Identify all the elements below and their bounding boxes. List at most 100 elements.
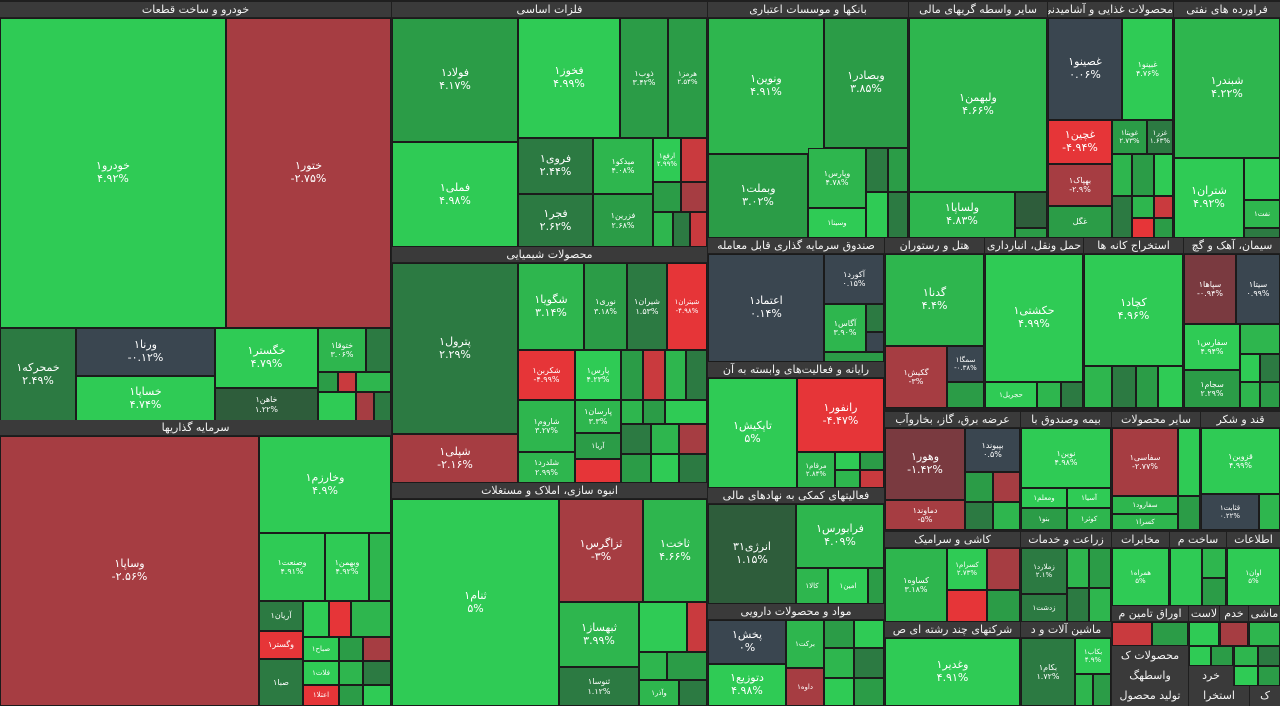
tile-alaat1[interactable]: اوان۱ ۵% bbox=[1227, 548, 1280, 606]
tile-khegostar1[interactable]: خگستر۱ ۴.۷۹% bbox=[215, 328, 318, 388]
sector-title[interactable]: اوراق تامین م bbox=[1112, 606, 1188, 621]
tile-ghaza-s6[interactable] bbox=[1154, 196, 1173, 218]
sector-title[interactable]: سایر واسطه گریهای مالی bbox=[909, 2, 1047, 17]
tile-damavand1[interactable]: دماوند۱ -۵% bbox=[885, 500, 965, 530]
tile-sarmaye-s5[interactable] bbox=[339, 637, 363, 661]
tile-vahoor1[interactable]: وهور۱ -۱.۴۲% bbox=[885, 428, 965, 500]
tile-hotel-s1[interactable] bbox=[947, 382, 984, 408]
tile-shebandar1[interactable]: شبندر۱ ۴.۲۲% bbox=[1174, 18, 1280, 158]
tile-ghazvin1[interactable]: قزوین۱ ۴.۹۹% bbox=[1201, 428, 1280, 494]
tile-khetooga1[interactable]: ختوقا۱ ۳.۰۶% bbox=[318, 328, 366, 372]
tile-semga1[interactable]: سمگا۱ -۰.۳۸% bbox=[947, 346, 984, 382]
sector-title[interactable]: ساخت م bbox=[1170, 532, 1226, 547]
tile-tapkish1[interactable]: تاپکیش۱ ۵% bbox=[708, 378, 797, 488]
tile-ghasabet1[interactable]: قثابت۱ ۰.۲۲% bbox=[1201, 494, 1259, 530]
tile-amin1[interactable]: امین۱ bbox=[828, 568, 868, 604]
tile-shimi-s2[interactable] bbox=[643, 350, 665, 400]
tile-sarmaye-s7[interactable] bbox=[339, 661, 363, 685]
tile-siman-s4[interactable] bbox=[1240, 382, 1260, 408]
tile-khodro-s2[interactable] bbox=[338, 372, 356, 392]
tile-vebmellat1[interactable]: وبملت۱ ۳.۰۲% bbox=[708, 154, 808, 238]
tile-arfa1[interactable]: ارفع۱ ۲.۹۹% bbox=[653, 138, 681, 182]
tile-zob1[interactable]: ذوب۱ ۳.۴۲% bbox=[620, 18, 668, 138]
sector-title[interactable]: فعالیتهای کمکی به نهادهای مالی bbox=[708, 488, 884, 503]
tile-vegostar1[interactable]: وگستر۱ bbox=[259, 631, 303, 659]
tile-sheldard1[interactable]: شلدرد۱ ۲.۹۹% bbox=[518, 452, 575, 483]
tile-fakhooz1[interactable]: فخوز۱ ۴.۹۹% bbox=[518, 18, 620, 138]
tile-gadna1[interactable]: گدنا۱ ۴.۴% bbox=[885, 254, 984, 346]
tile-kashi-s1[interactable] bbox=[987, 548, 1020, 590]
tile-anbooh-s3[interactable] bbox=[639, 652, 667, 680]
sector-title[interactable]: محصولات ک bbox=[1112, 646, 1188, 666]
tile-bank-s1[interactable] bbox=[866, 148, 888, 192]
tile-siman-s1[interactable] bbox=[1240, 324, 1280, 354]
tile-ghazar1[interactable]: غزر۱ ۱.۶۳% bbox=[1147, 120, 1173, 154]
tile-mashin-s1[interactable] bbox=[1075, 674, 1093, 706]
tile-bano1[interactable]: بنو۱ bbox=[1021, 508, 1067, 530]
tile-bekam1[interactable]: بکام۱ ۱.۷۲% bbox=[1021, 638, 1075, 706]
tile-bank-s4[interactable] bbox=[888, 192, 908, 238]
tile-shimi-s7[interactable] bbox=[643, 400, 665, 424]
tile-sarmaye-s6[interactable] bbox=[363, 637, 391, 661]
tile-mashin-s2[interactable] bbox=[1093, 674, 1111, 706]
tile-sandogh-s2[interactable] bbox=[866, 332, 884, 352]
tile-bank-s3[interactable] bbox=[866, 192, 888, 238]
sector-title[interactable]: فراورده های نفتی bbox=[1174, 2, 1280, 17]
tile-rayane-s1[interactable] bbox=[835, 452, 860, 470]
tile-haml-s2[interactable] bbox=[1061, 382, 1083, 408]
sector-title[interactable]: فلزات اساسی bbox=[392, 2, 707, 17]
tile-rayane-s3[interactable] bbox=[835, 470, 860, 488]
tile-fela1[interactable]: فلات۱ bbox=[303, 661, 339, 685]
tile-sebahsaz1[interactable]: ثبهساز۱ ۳.۹۹% bbox=[559, 602, 639, 667]
tile-shekarbon1[interactable]: شکربن۱ -۴.۹۹% bbox=[518, 350, 575, 400]
sector-title[interactable]: سرمایه گذاریها bbox=[0, 420, 391, 435]
tile-sabah1[interactable]: صباح۱ bbox=[303, 637, 339, 661]
tile-vesina1[interactable]: وسینا۱ bbox=[808, 208, 866, 238]
tile-sayer-s1[interactable] bbox=[1178, 428, 1200, 496]
sector-title[interactable]: ماشین آلات و د bbox=[1021, 622, 1111, 637]
tile-faravi1[interactable]: فروی۱ ۲.۴۴% bbox=[518, 138, 593, 194]
tile-khodro-s4[interactable] bbox=[318, 392, 356, 421]
sector-title[interactable]: سیمان، آهک و گچ bbox=[1184, 238, 1280, 253]
tile-hamrah1[interactable]: همراه۱ ۵% bbox=[1112, 548, 1169, 606]
tile-sheli1[interactable]: شپلی۱ -۲.۱۶% bbox=[392, 434, 518, 483]
tile-kesava1[interactable]: کساوه۱ ۳.۱۸% bbox=[885, 548, 947, 622]
tile-vasete-s1[interactable] bbox=[1015, 192, 1047, 228]
tile-sarmaye-s1[interactable] bbox=[369, 533, 391, 601]
tile-hekashti1[interactable]: حکشتی۱ ۴.۹۹% bbox=[985, 254, 1083, 382]
sector-title[interactable]: ک bbox=[1250, 686, 1280, 706]
tile-shimi-s9[interactable] bbox=[621, 424, 651, 454]
tile-felezat-s2[interactable] bbox=[653, 182, 681, 212]
tile-khatoor1[interactable]: ختور۱ -۲.۷۵% bbox=[226, 18, 391, 328]
tile-zeraat-s4[interactable] bbox=[1089, 588, 1111, 622]
tile-safarood1[interactable]: سفارود۱ bbox=[1112, 496, 1178, 514]
tile-sarmaye-s2[interactable] bbox=[303, 601, 329, 637]
tile-anbooh-s4[interactable] bbox=[667, 652, 707, 680]
tile-sefaasi1[interactable]: سفاسی۱ -۲.۷۷% bbox=[1112, 428, 1178, 496]
tile-sejam1[interactable]: سجام۱ ۲.۲۹% bbox=[1184, 370, 1240, 408]
tile-sayer-s2[interactable] bbox=[1178, 496, 1200, 530]
tile-daroo-s5[interactable] bbox=[824, 678, 854, 706]
tile-anbooh-s2[interactable] bbox=[687, 602, 707, 652]
tile-kechad1[interactable]: کچاد۱ ۴.۹۶% bbox=[1084, 254, 1183, 366]
sector-title[interactable]: شرکتهای چند رشته ای ص bbox=[885, 622, 1020, 637]
tile-estekhraj-s3[interactable] bbox=[1136, 366, 1158, 408]
tile-ghgol[interactable]: غگل bbox=[1048, 206, 1112, 238]
tile-khesapa1[interactable]: خساپا۱ ۴.۷۴% bbox=[76, 376, 215, 421]
tile-daroo-s4[interactable] bbox=[854, 648, 884, 678]
tile-sakht-s3[interactable] bbox=[1202, 578, 1226, 606]
tile-shimi-s5[interactable] bbox=[575, 459, 621, 483]
tile-vasete-s2[interactable] bbox=[1015, 228, 1047, 238]
sector-title[interactable]: قند و شکر bbox=[1201, 412, 1280, 427]
tile-sharoom1[interactable]: شاروم۱ ۳.۲۷% bbox=[518, 400, 575, 452]
tile-kala1[interactable]: کالا۱ bbox=[796, 568, 828, 604]
tile-ghaza-s7[interactable] bbox=[1132, 218, 1154, 238]
tile-vebsader1[interactable]: وبصادر۱ ۳.۸۵% bbox=[824, 18, 908, 148]
sector-title[interactable]: کاشی و سرامیک bbox=[885, 532, 1020, 547]
tile-sarmaye-s9[interactable] bbox=[339, 685, 363, 706]
tile-khodro1[interactable]: خودرو۱ ۴.۹۲% bbox=[0, 18, 226, 328]
tile-vepars1[interactable]: وپارس۱ ۴.۷۸% bbox=[808, 148, 866, 208]
tile-faraboors1[interactable]: فرابورس۱ ۴.۰۹% bbox=[796, 504, 884, 568]
tile-ranfor1[interactable]: رانفور۱ -۴.۴۷% bbox=[797, 378, 884, 452]
tile-saba1[interactable]: صبا۱ bbox=[259, 659, 303, 706]
